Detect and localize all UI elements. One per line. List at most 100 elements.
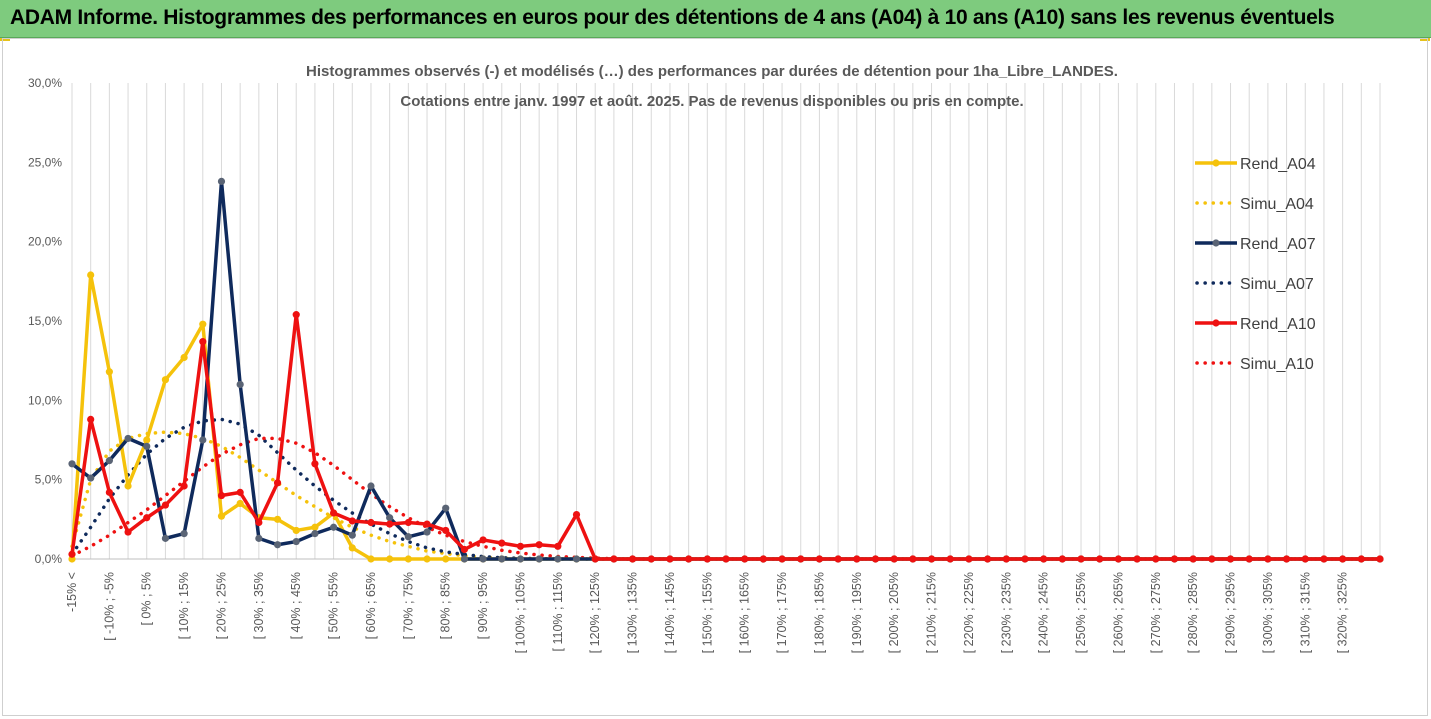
data-point xyxy=(591,555,599,563)
data-point xyxy=(217,177,226,185)
corner-marker-top-left xyxy=(0,38,10,41)
x-tick-label: [ 40% ; 45% xyxy=(289,572,303,639)
data-point xyxy=(1264,555,1272,563)
data-point xyxy=(330,509,338,517)
x-tick-label: [ 90% ; 95% xyxy=(476,572,490,639)
x-tick-label: [ 290% ; 295% xyxy=(1224,572,1238,653)
legend-item-simu-a04: Simu_A04 xyxy=(1195,196,1314,213)
data-point xyxy=(946,555,954,563)
data-point xyxy=(124,528,132,536)
data-point xyxy=(1226,555,1235,563)
x-tick-label: [ 60% ; 65% xyxy=(364,572,378,639)
data-point xyxy=(1133,555,1141,563)
x-axis: -15% < [ -10% ; -5% [ 0% ; 5% [ 10% ; 15% [ … xyxy=(65,572,1350,653)
data-point xyxy=(423,520,431,528)
data-point xyxy=(404,533,412,541)
y-tick-label: 0,0% xyxy=(35,552,63,566)
data-point xyxy=(161,534,170,542)
legend-marker xyxy=(1212,319,1220,327)
data-point xyxy=(367,518,375,527)
data-point xyxy=(255,534,263,542)
x-tick-label: [ 10% ; 15% xyxy=(177,572,191,639)
data-point xyxy=(1058,555,1066,563)
data-point xyxy=(386,520,394,528)
data-point xyxy=(871,555,880,563)
y-tick-label: 30,0% xyxy=(28,76,62,90)
data-point xyxy=(273,515,282,523)
data-point xyxy=(965,555,973,563)
data-point xyxy=(311,523,319,531)
data-point xyxy=(1301,555,1309,563)
legend-item-rend-a04: Rend_A04 xyxy=(1195,156,1316,173)
data-point xyxy=(367,482,375,490)
data-point xyxy=(1357,555,1365,563)
data-point xyxy=(722,555,730,563)
data-point xyxy=(180,482,188,490)
page-title: ADAM Informe. Histogrammes des performan… xyxy=(10,6,1335,29)
data-point xyxy=(255,518,263,527)
y-tick-label: 25,0% xyxy=(28,155,62,169)
legend-label: Simu_A04 xyxy=(1240,196,1314,213)
data-point xyxy=(741,555,749,563)
chart-title: Histogrammes observés (-) et modélisés (… xyxy=(306,63,1118,110)
data-point xyxy=(460,555,468,563)
data-point xyxy=(143,514,151,522)
chart-title-line-1: Histogrammes observés (-) et modélisés (… xyxy=(306,63,1118,80)
data-point xyxy=(236,488,244,496)
chart-title-line-2: Cotations entre janv. 1997 et août. 2025… xyxy=(400,93,1023,110)
data-point xyxy=(404,555,412,563)
y-tick-label: 10,0% xyxy=(28,393,62,407)
data-point xyxy=(105,368,113,376)
data-point xyxy=(834,555,842,563)
data-point xyxy=(292,526,300,535)
x-tick-label: [ 130% ; 135% xyxy=(626,572,640,653)
data-point xyxy=(423,528,431,536)
data-point xyxy=(1320,555,1328,563)
data-point xyxy=(143,442,151,450)
data-point xyxy=(423,555,431,563)
data-point xyxy=(703,555,711,563)
x-tick-label: [ 120% ; 125% xyxy=(588,572,602,653)
corner-marker-top-right xyxy=(1420,38,1430,41)
data-point xyxy=(87,474,95,482)
data-point xyxy=(460,545,468,554)
data-point xyxy=(797,555,805,563)
x-tick-label: [ 280% ; 285% xyxy=(1186,572,1200,653)
x-tick-label: [ 50% ; 55% xyxy=(327,572,341,639)
data-point xyxy=(442,526,450,535)
legend-item-simu-a07: Simu_A07 xyxy=(1195,276,1314,293)
data-point xyxy=(217,512,226,520)
data-point xyxy=(1339,555,1347,563)
data-point xyxy=(572,555,581,563)
y-tick-label: 15,0% xyxy=(28,314,62,328)
data-point xyxy=(367,555,375,563)
x-tick-label: [ 20% ; 25% xyxy=(214,572,228,639)
data-point xyxy=(927,555,936,563)
legend-item-rend-a10: Rend_A10 xyxy=(1195,316,1316,333)
data-point xyxy=(1245,555,1253,563)
x-tick-label: [ 160% ; 165% xyxy=(738,572,752,653)
data-point xyxy=(161,501,170,509)
data-point xyxy=(105,457,113,465)
x-tick-label: [ 0% ; 5% xyxy=(140,572,154,626)
data-point xyxy=(87,415,95,423)
x-tick-label: [ 300% ; 305% xyxy=(1261,572,1275,653)
data-point xyxy=(1077,555,1085,563)
x-tick-label: [ 260% ; 265% xyxy=(1111,572,1125,653)
x-tick-label: [ 180% ; 185% xyxy=(812,572,826,653)
data-point xyxy=(236,499,244,508)
x-tick-label: [ 80% ; 85% xyxy=(439,572,453,639)
data-point xyxy=(1376,555,1384,563)
x-tick-label: [ 220% ; 225% xyxy=(962,572,976,653)
data-point xyxy=(759,555,767,563)
data-point xyxy=(628,555,637,563)
data-point xyxy=(386,514,394,522)
data-point xyxy=(348,544,356,552)
x-tick-label: [ 250% ; 255% xyxy=(1074,572,1088,653)
x-tick-label: [ 190% ; 195% xyxy=(850,572,864,653)
data-point xyxy=(143,436,151,444)
y-axis: 0,0% 5,0% 10,0% 15,0% 20,0% 25,0% 30,0% xyxy=(28,76,62,566)
legend-label: Simu_A10 xyxy=(1240,356,1314,373)
chart-grid xyxy=(71,83,1381,560)
chart-series xyxy=(68,177,1384,563)
